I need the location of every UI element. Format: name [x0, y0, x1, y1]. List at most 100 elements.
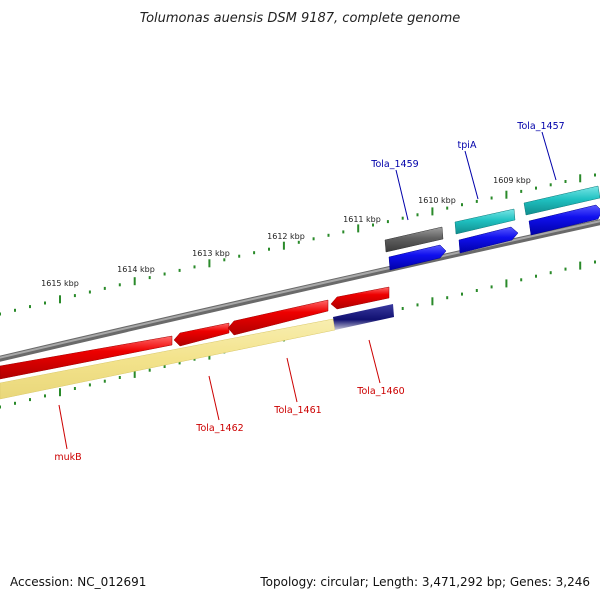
- outer-scale-major-tick: [133, 277, 136, 286]
- scale-label-1610: 1610 kbp: [418, 196, 456, 205]
- inner-scale-minor-tick: [564, 267, 567, 271]
- tola-1460-cog-band: [333, 304, 394, 330]
- leader-mukB: [58, 404, 68, 450]
- outer-scale-minor-tick: [475, 199, 478, 203]
- outer-scale-minor-tick: [73, 294, 76, 298]
- inner-scale-minor-tick: [163, 365, 166, 368]
- inner-scale-minor-tick: [401, 307, 404, 310]
- reverse-strand-genes: [0, 286, 390, 380]
- label-tola-1461[interactable]: Tola_1461: [273, 405, 321, 416]
- gene-tola-1460-feature[interactable]: [330, 286, 390, 310]
- inner-scale-minor-tick: [594, 260, 596, 264]
- gene-tola-1459-arrow[interactable]: [388, 244, 447, 271]
- outer-scale-minor-tick: [461, 203, 463, 207]
- inner-scale-minor-tick: [29, 398, 31, 402]
- outer-scale-minor-tick: [312, 237, 315, 241]
- inner-scale-minor-tick: [88, 383, 91, 387]
- outer-scale-minor-tick: [193, 265, 196, 269]
- inner-scale-minor-tick: [14, 401, 16, 405]
- outer-scale-minor-tick: [490, 196, 493, 200]
- outer-scale-minor-tick: [44, 301, 46, 305]
- outer-scale-minor-tick: [163, 272, 166, 276]
- leader-tola-1459: [395, 169, 409, 221]
- inner-scale-minor-tick: [535, 274, 537, 278]
- forward-strand-genes: [384, 185, 600, 271]
- outer-scale-major-tick: [357, 224, 360, 233]
- label-tola-1459[interactable]: Tola_1459: [370, 159, 418, 170]
- label-tpiA[interactable]: tpiA: [458, 140, 477, 151]
- label-leader-lines: [58, 131, 557, 450]
- label-tola-1462[interactable]: Tola_1462: [195, 423, 243, 434]
- outer-scale-major-tick: [59, 295, 61, 304]
- genome-backbone: [0, 219, 600, 362]
- outer-scale-major-tick: [505, 190, 508, 199]
- outer-scale-minor-tick: [178, 268, 181, 272]
- map-title: Tolumonas auensis DSM 9187, complete gen…: [140, 11, 461, 26]
- scale-label-1613: 1613 kbp: [192, 249, 230, 258]
- leader-tola-1462: [208, 375, 220, 421]
- outer-scale-minor-tick: [549, 183, 552, 187]
- gene-tpiA-feature[interactable]: [454, 208, 516, 235]
- scale-labels: 1615 kbp 1614 kbp 1613 kbp 1612 kbp 1611…: [41, 176, 531, 288]
- outer-scale-minor-tick: [535, 186, 537, 190]
- inner-scale-minor-tick: [475, 289, 478, 292]
- scale-label-1614: 1614 kbp: [117, 265, 155, 274]
- gene-tola-1457-arrow[interactable]: [528, 204, 600, 236]
- inner-scale-major-tick: [133, 369, 136, 378]
- label-tola-1457[interactable]: Tola_1457: [516, 121, 564, 132]
- outer-scale-minor-tick: [372, 223, 374, 227]
- accession-text: Accession: NC_012691: [10, 575, 146, 589]
- inner-scale-minor-tick: [549, 271, 552, 275]
- scale-label-1611: 1611 kbp: [343, 215, 381, 224]
- gene-labels: Tola_1459 tpiA Tola_1457 mukB Tola_1462 …: [54, 121, 564, 463]
- outer-scale-minor-tick: [446, 206, 449, 210]
- inner-scale-minor-tick: [416, 303, 419, 307]
- outer-scale-minor-tick: [88, 290, 91, 294]
- label-mukB[interactable]: mukB: [54, 452, 81, 463]
- outer-scale-minor-tick: [342, 230, 345, 234]
- outer-scale-minor-tick: [148, 276, 151, 280]
- outer-scale-minor-tick: [268, 247, 270, 251]
- outer-scale-minor-tick: [118, 283, 121, 287]
- label-tola-1460[interactable]: Tola_1460: [356, 386, 404, 397]
- inner-scale-major-tick: [579, 261, 582, 270]
- inner-scale-minor-tick: [148, 368, 151, 372]
- leader-tola-1457: [541, 131, 557, 181]
- inner-scale-minor-tick: [44, 394, 46, 398]
- inner-scale-minor-tick: [461, 292, 463, 296]
- inner-scale-minor-tick: [178, 361, 181, 365]
- gene-tpiA-arrow[interactable]: [458, 226, 519, 254]
- outer-scale-minor-tick: [564, 180, 567, 183]
- leader-tola-1460: [368, 339, 381, 384]
- outer-scale-major-tick: [431, 207, 434, 216]
- inner-scale-minor-tick: [103, 379, 106, 383]
- gene-mukB-feature[interactable]: [0, 335, 173, 380]
- cog-track-inner: [0, 304, 394, 400]
- leader-tola-1461: [286, 357, 298, 403]
- outer-scale-minor-tick: [327, 233, 330, 237]
- gene-tola-1457-feature[interactable]: [523, 185, 600, 216]
- outer-scale-minor-tick: [594, 173, 596, 177]
- leader-tpiA: [464, 150, 479, 200]
- outer-scale-major-tick: [208, 259, 211, 268]
- outer-scale-minor-tick: [401, 216, 404, 220]
- gene-tola-1459-feature[interactable]: [384, 226, 444, 253]
- inner-scale-minor-tick: [0, 405, 1, 409]
- inner-scale-minor-tick: [490, 285, 493, 289]
- outer-scale-major-tick: [282, 241, 285, 250]
- outer-scale-minor-tick: [297, 240, 300, 244]
- gene-tola-1461-feature[interactable]: [227, 299, 329, 336]
- inner-scale-minor-tick: [73, 387, 76, 390]
- inner-scale-major-tick: [59, 388, 61, 397]
- scale-label-1615: 1615 kbp: [41, 279, 79, 288]
- inner-scale-major-tick: [431, 297, 434, 306]
- outer-scale-minor-tick: [520, 189, 523, 193]
- outer-scale-minor-tick: [253, 251, 256, 255]
- outer-scale-minor-tick: [416, 213, 419, 217]
- outer-scale-minor-tick: [29, 305, 31, 309]
- inner-scale-major-tick: [505, 279, 508, 288]
- inner-scale-minor-tick: [446, 296, 449, 300]
- outer-scale-minor-tick: [223, 258, 226, 262]
- outer-scale-minor-tick: [103, 286, 106, 290]
